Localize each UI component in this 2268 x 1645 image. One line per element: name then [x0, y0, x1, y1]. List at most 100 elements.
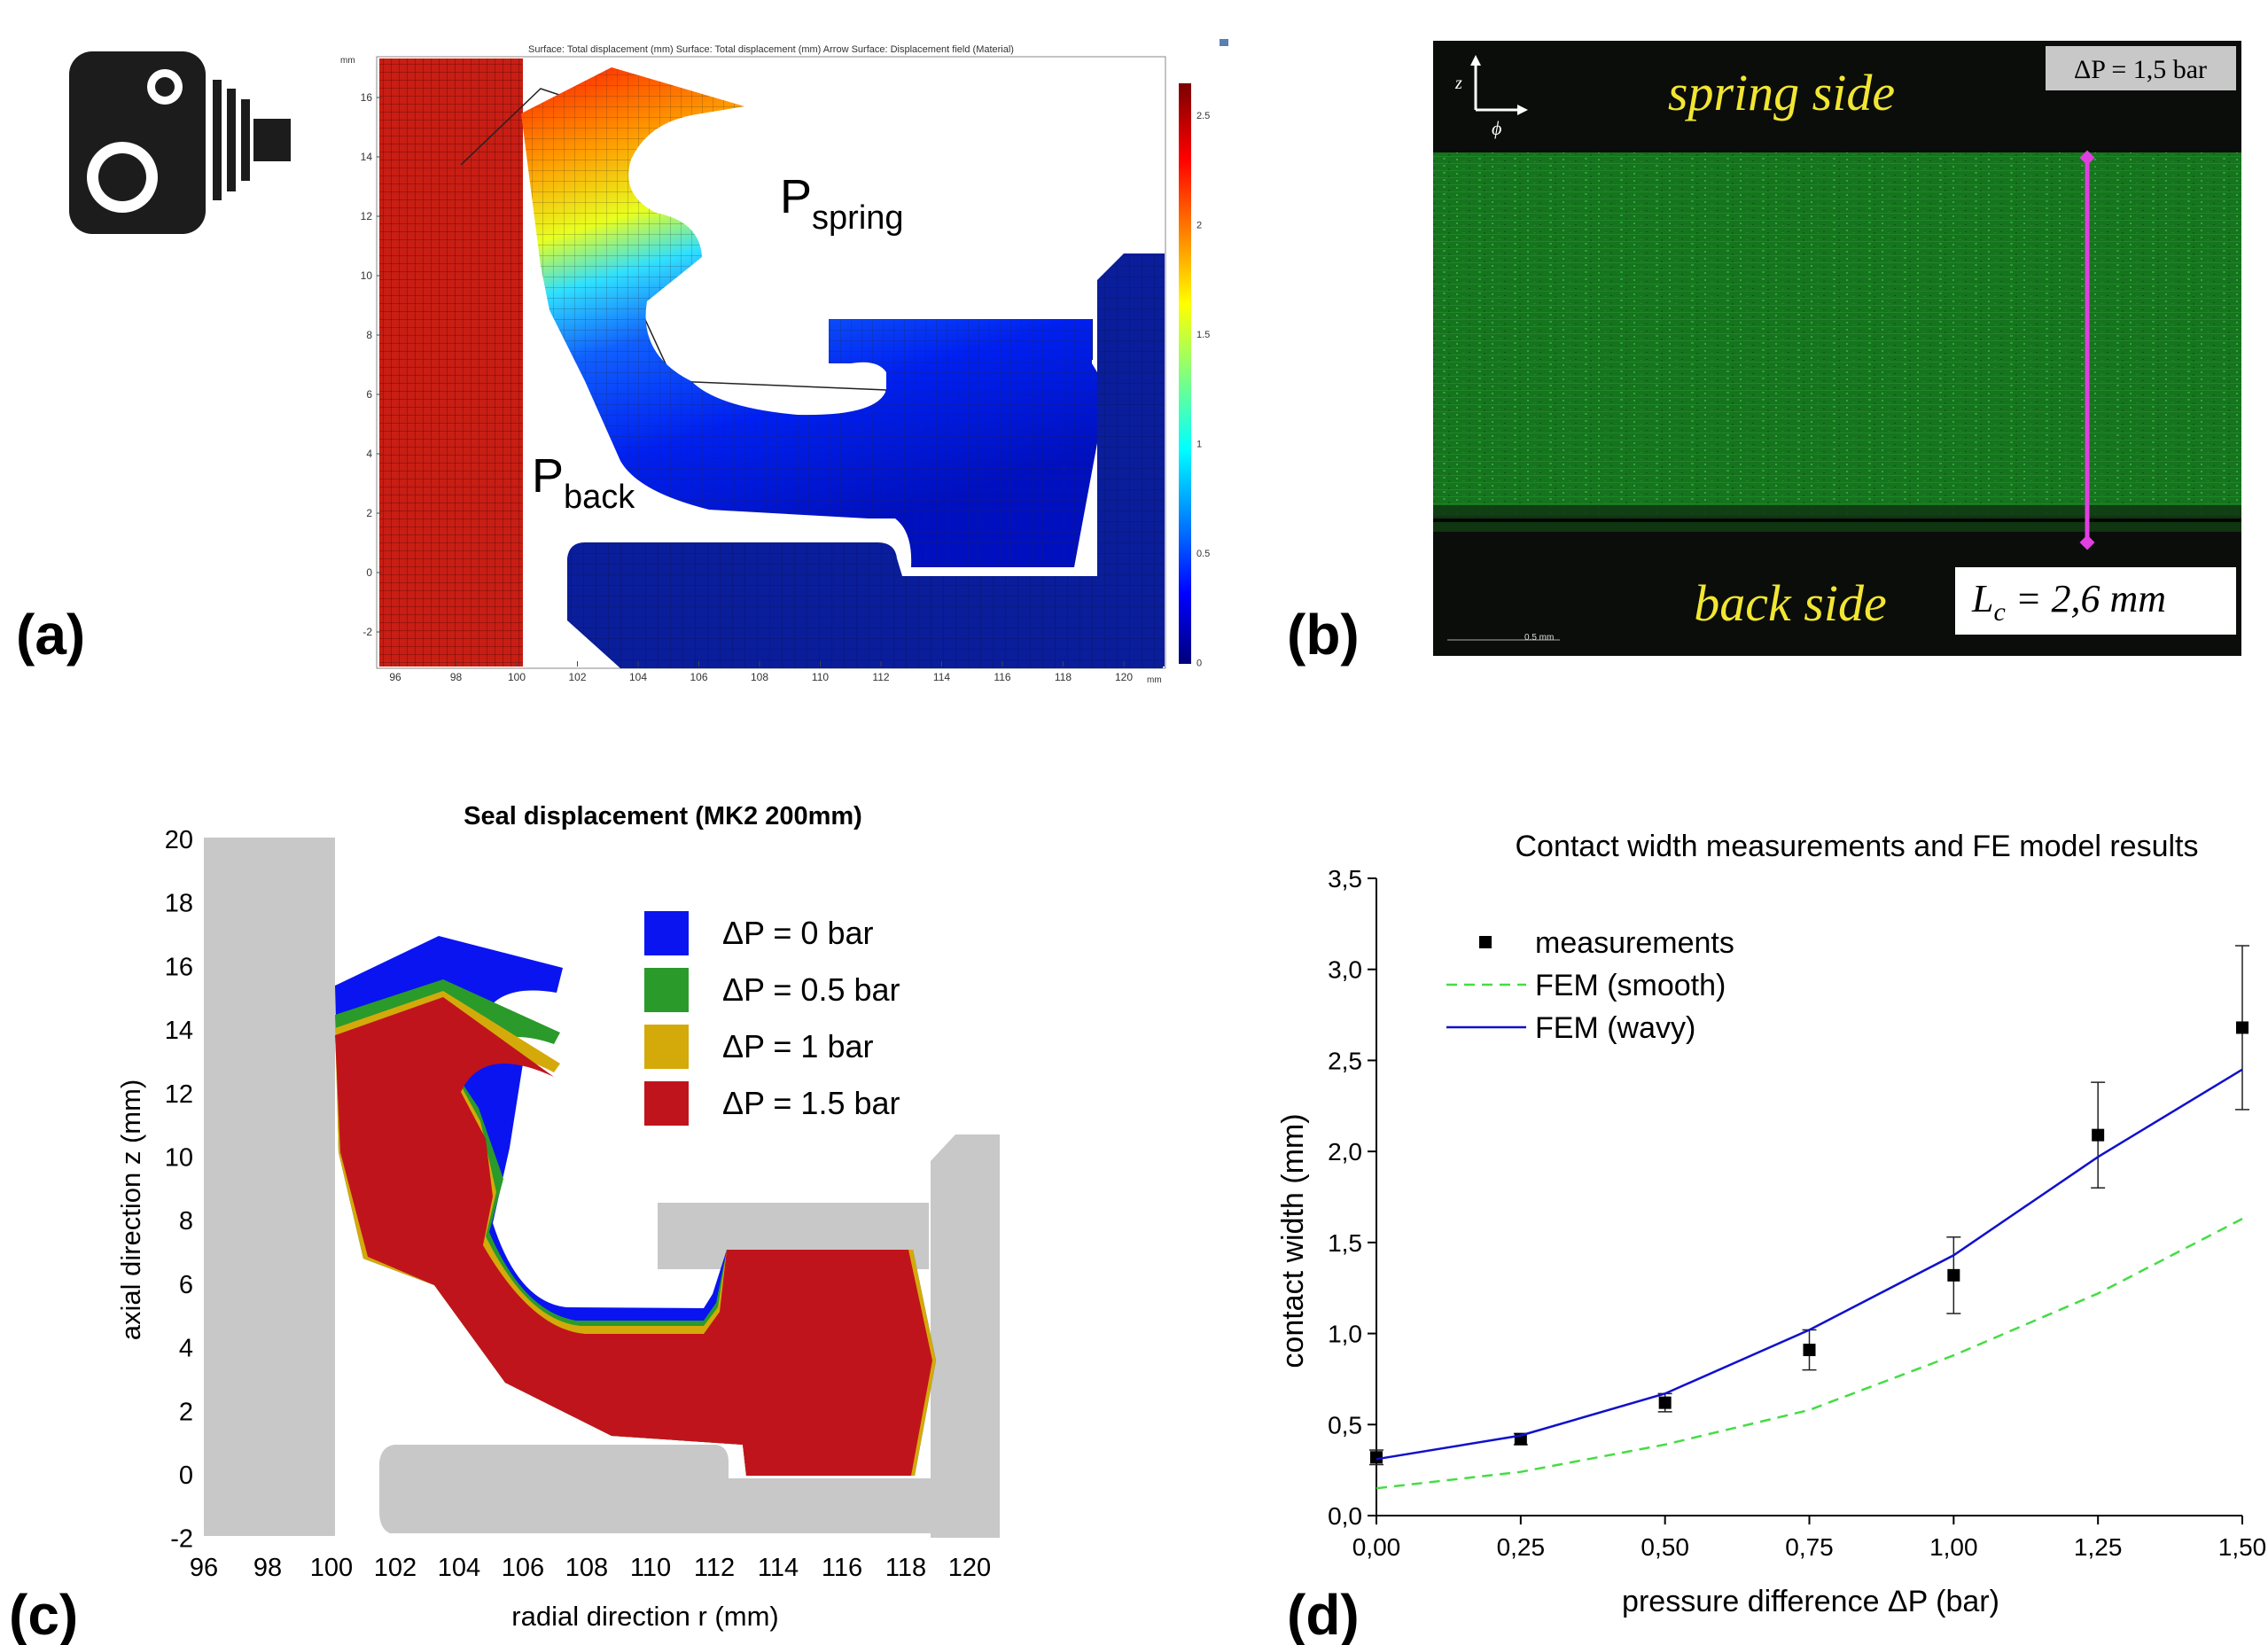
panel-d-chart: 0,00 0,25 0,50 0,75 1,00 1,25 1,50 0,0 0,5 1,0 1,5… [1328, 865, 2266, 1561]
c-y-tick-label: 18 [165, 890, 193, 918]
d-fem-smooth-line [1376, 1218, 2243, 1490]
a-x-tick-label: 120 [1115, 671, 1133, 683]
a-colorbar-tick-label: 2.5 [1196, 111, 1210, 121]
panel-c-legend: ΔP = 0 bar ΔP = 0.5 bar ΔP = 1 bar ΔP = 1.5… [644, 911, 900, 1126]
panel-a-y-ticks: 16 14 12 10 8 6 4 2 0 -2 [361, 91, 382, 638]
chart-xlabel: pressure difference ΔP (bar) [1622, 1585, 1999, 1618]
d-x-tick-label: 0,00 [1352, 1533, 1401, 1561]
a-colorbar-tick-label: 1 [1196, 440, 1202, 450]
d-measurement-point [1947, 1268, 1960, 1282]
a-y-tick-label: 6 [366, 388, 372, 401]
panel-c-title: Seal displacement (MK2 200mm) [464, 802, 862, 830]
chart-ylabel: contact width (mm) [1276, 1113, 1310, 1368]
a-colorbar-tick-label: 1.5 [1196, 330, 1210, 340]
d-y-tick-label: 0,0 [1328, 1502, 1362, 1530]
c-legend-label: ΔP = 0 bar [722, 915, 874, 951]
d-legend-label: measurements [1535, 926, 1734, 960]
c-x-tick-label: 98 [253, 1554, 282, 1582]
a-y-tick-label: 0 [366, 566, 372, 579]
a-x-tick-label: 108 [751, 671, 768, 683]
c-y-tick-label: 2 [179, 1398, 193, 1426]
panel-a-housing-right [1097, 253, 1165, 667]
c-y-tick-label: 0 [179, 1462, 193, 1490]
a-colorbar-tick-label: 2 [1196, 221, 1202, 231]
c-x-tick-label: 110 [630, 1554, 671, 1582]
a-y-tick-label: 16 [361, 91, 373, 104]
d-x-tick-label: 1,50 [2218, 1533, 2267, 1561]
d-y-tick-label: 1,0 [1328, 1321, 1362, 1348]
chart-title: Contact width measurements and FE model … [1515, 830, 2198, 863]
a-x-tick-label: 100 [508, 671, 526, 683]
panel-c-shaft [204, 838, 335, 1536]
panel-b-label: (b) [1287, 603, 1360, 667]
a-x-tick-label: 106 [690, 671, 707, 683]
panel-a-small-icon [1220, 39, 1228, 46]
d-x-tick-label: 0,25 [1497, 1533, 1546, 1561]
panel-c-x-ticks: 96 98 100 102 104 106 108 110 112 114 116 118 120 [190, 1554, 991, 1582]
a-x-tick-label: 116 [994, 671, 1010, 683]
d-measurement-point [1803, 1344, 1816, 1357]
panel-c-housing-right [931, 1134, 1000, 1538]
d-x-tick-label: 0,50 [1641, 1533, 1689, 1561]
c-y-tick-label: 20 [165, 826, 193, 854]
panel-a-header: Surface: Total displacement (mm) Surface… [528, 44, 1014, 55]
a-y-tick-label: 4 [366, 448, 372, 460]
panel-c: (c) Seal displacement (MK2 200mm) radial… [9, 802, 1000, 1645]
c-y-tick-label: 12 [165, 1080, 193, 1109]
a-y-tick-label: 12 [361, 210, 373, 222]
a-y-tick-label: -2 [362, 626, 372, 638]
a-x-tick-label: 114 [933, 671, 950, 683]
c-legend-label: ΔP = 0.5 bar [722, 971, 900, 1008]
d-x-tick-label: 1,25 [2074, 1533, 2123, 1561]
d-x-tick-label: 0,75 [1785, 1533, 1834, 1561]
a-x-tick-label: 118 [1055, 671, 1072, 683]
d-measurement-point [1658, 1396, 1672, 1409]
seal-dp-1-5 [335, 997, 932, 1476]
c-y-tick-label: 16 [165, 953, 193, 981]
c-x-tick-label: 100 [310, 1554, 353, 1582]
a-x-tick-label: 102 [568, 671, 586, 683]
d-measurement-point [2092, 1128, 2105, 1142]
panel-a-x-ticks: 96 98 100 102 104 106 108 110 112 114 116 118 120 [389, 661, 1133, 683]
c-y-tick-label: 10 [165, 1144, 193, 1173]
p-back-label: Pback [532, 449, 635, 516]
lc-label: Lc = 2,6 mm [1971, 577, 2166, 627]
panel-a-unit-x: mm [1147, 675, 1162, 685]
d-measurement-point [2236, 1021, 2249, 1034]
a-y-tick-label: 10 [361, 269, 373, 282]
c-x-tick-label: 108 [565, 1554, 608, 1582]
a-colorbar-tick-label: 0 [1196, 659, 1202, 669]
scale-bar-label: 0.5 mm [1524, 633, 1554, 643]
d-y-tick-label: 1,5 [1328, 1229, 1362, 1257]
panel-d-label: (d) [1287, 1583, 1360, 1645]
svg-text:ϕ: ϕ [1492, 117, 1501, 139]
d-legend-label: FEM (smooth) [1535, 969, 1726, 1002]
c-x-tick-label: 116 [822, 1554, 862, 1582]
back-side-label: back side [1694, 574, 1886, 632]
c-x-tick-label: 114 [758, 1554, 799, 1582]
c-x-tick-label: 112 [694, 1554, 735, 1582]
d-legend-symbol [1479, 936, 1492, 948]
a-x-tick-label: 104 [629, 671, 647, 683]
c-x-tick-label: 120 [948, 1554, 991, 1582]
delta-p-label: ΔP = 1,5 bar [2074, 55, 2207, 84]
a-x-tick-label: 110 [812, 671, 829, 683]
c-y-tick-label: 14 [165, 1017, 193, 1045]
panel-b-axis-indicator: z ϕ [1454, 55, 1528, 139]
a-colorbar-tick-label: 0.5 [1196, 549, 1210, 559]
c-x-tick-label: 118 [885, 1554, 926, 1582]
panel-a-shaft [379, 58, 523, 667]
c-x-tick-label: 96 [190, 1554, 218, 1582]
panel-b: (b) z ϕ spring side back side ΔP = 1,5 b… [1287, 41, 2241, 667]
c-y-tick-label: 8 [179, 1207, 193, 1236]
c-legend-label: ΔP = 1.5 bar [722, 1085, 900, 1121]
c-legend-swatch [644, 911, 689, 955]
panel-c-label: (c) [9, 1583, 78, 1645]
panel-c-ylabel: axial direction z (mm) [115, 1080, 146, 1341]
c-x-tick-label: 104 [438, 1554, 480, 1582]
panel-a-unit-y: mm [340, 56, 355, 66]
a-x-tick-label: 96 [389, 671, 401, 683]
panel-a-colorbar [1179, 83, 1191, 664]
a-y-tick-label: 2 [366, 507, 372, 519]
